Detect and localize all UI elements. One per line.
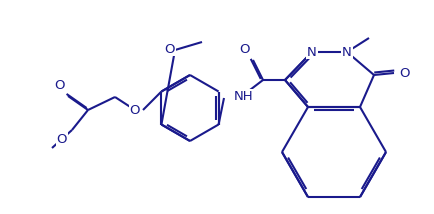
Text: O: O — [129, 104, 140, 116]
Text: N: N — [341, 46, 351, 58]
Text: O: O — [56, 133, 67, 146]
Text: O: O — [239, 43, 250, 56]
Text: N: N — [306, 46, 316, 58]
Text: O: O — [164, 43, 174, 55]
Text: O: O — [398, 67, 408, 79]
Text: O: O — [54, 79, 65, 92]
Text: NH: NH — [233, 89, 253, 103]
